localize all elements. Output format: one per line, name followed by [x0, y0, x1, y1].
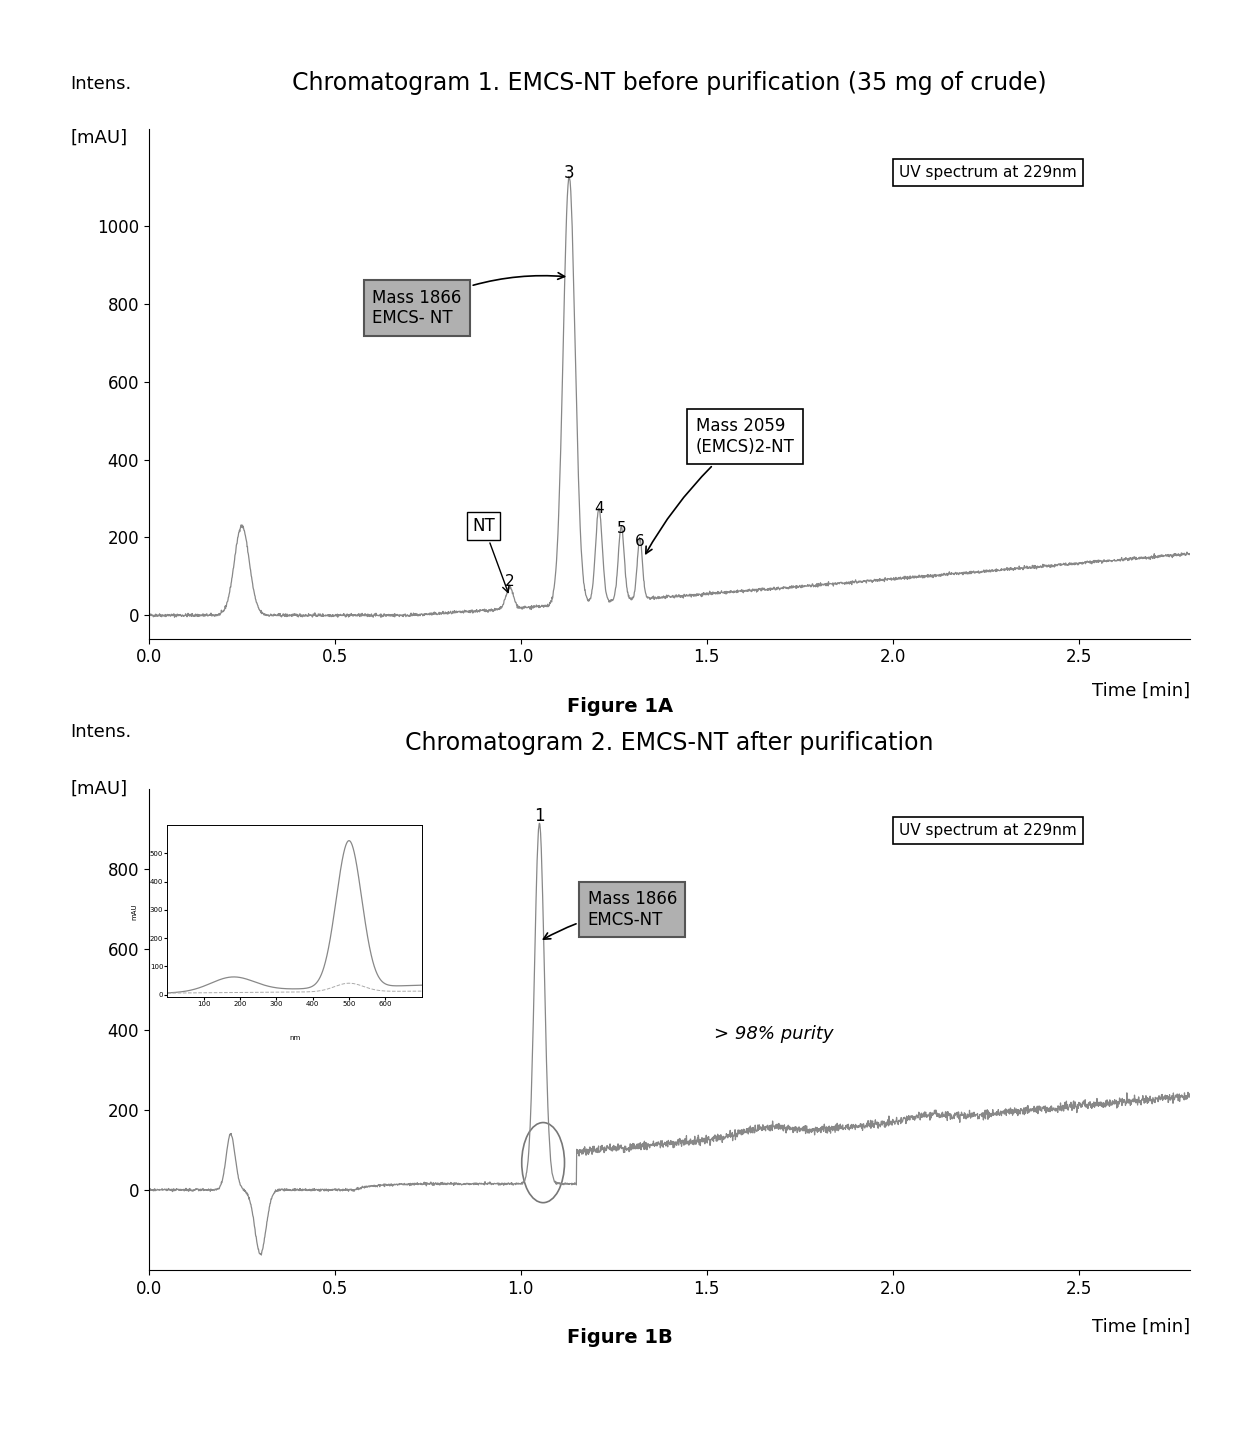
Text: NT: NT	[472, 517, 508, 593]
Text: UV spectrum at 229nm: UV spectrum at 229nm	[899, 165, 1076, 179]
Text: 6: 6	[635, 534, 645, 550]
Text: 4: 4	[594, 501, 604, 517]
Text: [mAU]: [mAU]	[71, 129, 128, 148]
Title: Chromatogram 1. EMCS-NT before purification (35 mg of crude): Chromatogram 1. EMCS-NT before purificat…	[293, 72, 1047, 95]
Text: 3: 3	[564, 164, 574, 182]
Text: > 98% purity: > 98% purity	[714, 1025, 833, 1043]
Text: Time [min]: Time [min]	[1092, 1317, 1190, 1336]
Text: 5: 5	[616, 521, 626, 535]
Text: UV spectrum at 229nm: UV spectrum at 229nm	[899, 822, 1076, 838]
Text: 1: 1	[534, 806, 544, 825]
Text: Figure 1B: Figure 1B	[567, 1327, 673, 1347]
Text: 2: 2	[505, 574, 515, 588]
Text: Figure 1A: Figure 1A	[567, 696, 673, 716]
Text: mAU: mAU	[131, 903, 136, 920]
Text: Mass 2059
(EMCS)2-NT: Mass 2059 (EMCS)2-NT	[646, 418, 795, 554]
Text: Mass 1866
EMCS-NT: Mass 1866 EMCS-NT	[543, 890, 677, 938]
Text: Time [min]: Time [min]	[1092, 682, 1190, 700]
Text: Mass 1866
EMCS- NT: Mass 1866 EMCS- NT	[372, 273, 564, 327]
Text: nm: nm	[289, 1035, 300, 1042]
Text: Intens.: Intens.	[71, 76, 131, 93]
Text: [mAU]: [mAU]	[71, 779, 128, 798]
Text: Intens.: Intens.	[71, 723, 131, 740]
Title: Chromatogram 2. EMCS-NT after purification: Chromatogram 2. EMCS-NT after purificati…	[405, 732, 934, 755]
